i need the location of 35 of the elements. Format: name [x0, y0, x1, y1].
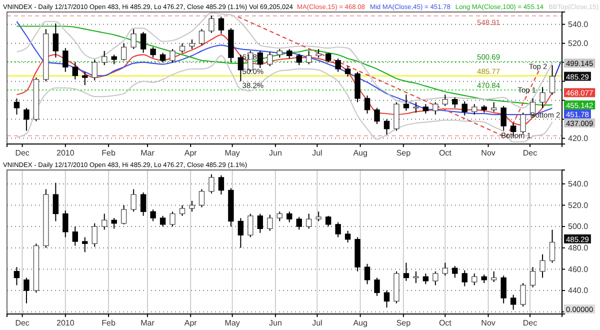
x-tick-label: 2010 [56, 148, 75, 158]
y-tick-label: 540.0 [568, 179, 589, 188]
x-tick-label: Sep [396, 148, 412, 158]
y-tick-label: 540.0 [568, 20, 589, 29]
x-tick-label: Oct [438, 318, 452, 328]
y-tick-label: 460.0 [568, 264, 589, 274]
x-tick-label: Dec [15, 318, 30, 328]
x-tick-label: Dec [522, 318, 538, 328]
x-tick-label: Aug [353, 318, 368, 328]
x-tick-label: Jun [269, 318, 282, 328]
y-tick-label: 520.0 [568, 38, 589, 48]
x-tick-label: 2010 [56, 318, 75, 328]
x-tick-label: Nov [481, 148, 496, 158]
x-tick-label: Dec [15, 148, 30, 158]
x-tick-label: May [224, 318, 240, 328]
y-tick-label: 420.0 [568, 134, 589, 143]
x-tick-label: Apr [184, 148, 198, 158]
x-tick-label: Apr [184, 318, 198, 328]
x-tick-label: Oct [438, 148, 452, 158]
x-tick-label: Sep [396, 318, 412, 328]
x-tick-label: Mar [140, 318, 155, 328]
x-tick-label: Dec [522, 148, 538, 158]
x-tick-label: Mar [140, 148, 155, 158]
x-tick-label: Jun [269, 148, 282, 158]
y-tick-label: 440.0 [568, 286, 589, 296]
x-tick-label: Nov [481, 318, 496, 328]
x-tick-label: May [224, 148, 240, 158]
x-tick-label: Feb [102, 148, 116, 158]
y-tick-label: 480.0 [568, 243, 589, 252]
x-tick-label: Jul [312, 318, 323, 328]
x-tick-label: Feb [102, 318, 116, 328]
x-tick-label: Jul [312, 148, 323, 158]
y-tick-label: 500.0 [568, 222, 589, 232]
y-tick-label: 520.0 [568, 200, 589, 210]
x-tick-label: Aug [353, 148, 368, 158]
